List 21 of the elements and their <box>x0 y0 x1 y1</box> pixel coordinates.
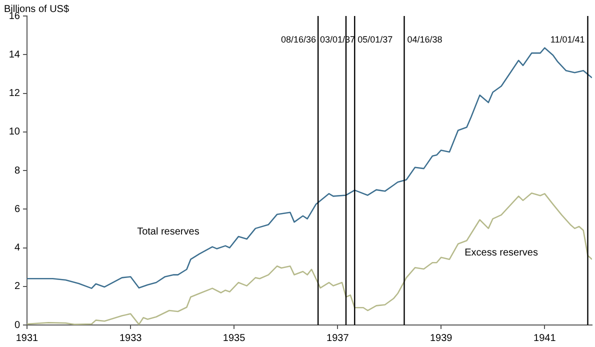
x-tick-label: 1931 <box>16 332 39 344</box>
x-tick-label: 1939 <box>430 332 453 344</box>
ref-line-label: 04/16/38 <box>407 34 442 44</box>
ref-line-label: 05/01/37 <box>358 34 393 44</box>
x-tick-label: 1935 <box>222 332 246 344</box>
y-tick-label: 14 <box>8 49 20 60</box>
y-tick-label: 4 <box>14 242 20 254</box>
y-tick-label: 0 <box>14 320 20 331</box>
ref-line-label: 08/16/36 <box>281 34 316 44</box>
x-tick-label: 1933 <box>119 332 142 344</box>
y-tick-label: 6 <box>14 204 20 215</box>
x-tick-label: 1937 <box>326 332 350 344</box>
ref-line-label: 11/01/41 <box>550 34 585 44</box>
x-tick-label: 1941 <box>534 332 556 344</box>
y-tick-label: 16 <box>8 10 20 22</box>
y-tick-label: 10 <box>8 126 20 138</box>
y-tick-label: 12 <box>8 88 20 99</box>
series-label: Excess reserves <box>464 248 538 259</box>
y-tick-label: 8 <box>14 165 20 176</box>
y-tick-label: 2 <box>14 281 20 292</box>
series-label: Total reserves <box>137 226 200 238</box>
